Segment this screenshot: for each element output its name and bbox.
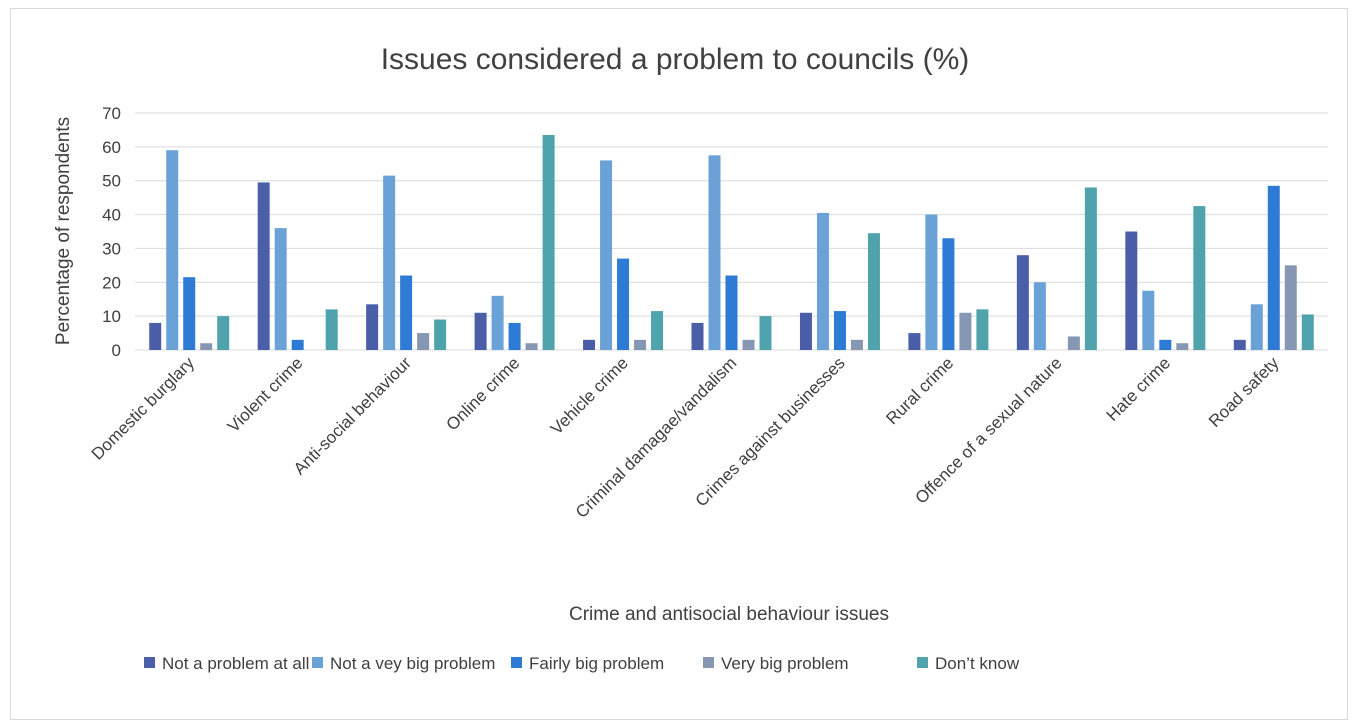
bar — [816, 212, 829, 350]
bar — [1284, 265, 1297, 350]
bar — [274, 228, 287, 350]
bar — [1233, 339, 1246, 350]
bar — [1267, 185, 1280, 350]
bar — [325, 309, 338, 350]
legend-swatch — [312, 657, 323, 668]
bar — [833, 311, 846, 350]
bar — [959, 312, 972, 350]
bar — [434, 319, 447, 350]
x-tick-label: Violent crime — [224, 353, 307, 436]
legend-item: Not a vey big problem — [312, 654, 495, 673]
bar — [908, 333, 921, 350]
legend-item: Not a problem at all — [144, 654, 309, 673]
legend-item: Very big problem — [703, 654, 849, 673]
bar — [1193, 206, 1206, 350]
bar — [525, 343, 538, 350]
bar — [1250, 304, 1263, 350]
legend-label: Not a problem at all — [162, 654, 309, 673]
category-labels: Domestic burglary Violent crimeAnti-socia… — [88, 353, 1283, 522]
bar — [383, 175, 396, 350]
bar — [1176, 343, 1189, 350]
bar — [600, 160, 613, 350]
bar — [291, 339, 304, 350]
bar — [1084, 187, 1097, 350]
bar — [1033, 282, 1046, 350]
bar — [925, 214, 938, 350]
bar — [1142, 290, 1155, 350]
bar — [976, 309, 989, 350]
bar — [491, 295, 504, 350]
y-tick-label: 40 — [102, 206, 121, 225]
x-tick-label: Domestic burglary — [88, 353, 199, 464]
y-tick-label: 0 — [112, 341, 121, 360]
y-tick-label: 30 — [102, 239, 121, 258]
bar — [725, 275, 738, 350]
bars — [149, 135, 1314, 350]
x-tick-label: Road safety — [1205, 353, 1283, 431]
x-tick-label: Vehicle crime — [547, 353, 632, 438]
y-tick-label: 70 — [102, 104, 121, 123]
bar — [1067, 336, 1080, 350]
bar — [850, 339, 863, 350]
x-axis-title: Crime and antisocial behaviour issues — [569, 604, 889, 625]
bar — [417, 333, 430, 350]
bar — [691, 322, 704, 350]
bar — [708, 155, 721, 350]
y-axis-title: Percentage of respondents — [53, 117, 74, 345]
legend-swatch — [144, 657, 155, 668]
bar — [149, 322, 162, 350]
y-tick-labels: 0 10 20 30 40 50 60 70 — [102, 104, 121, 360]
x-tick-label: Hate crime — [1103, 353, 1175, 425]
bar — [474, 312, 487, 350]
bar — [166, 150, 179, 350]
legend-swatch — [511, 657, 522, 668]
bar — [1016, 255, 1029, 350]
x-tick-label: Anti-social behaviour — [290, 353, 415, 478]
bar — [257, 182, 270, 350]
legend-swatch — [703, 657, 714, 668]
y-tick-label: 60 — [102, 138, 121, 157]
chart-title: Issues considered a problem to councils … — [381, 43, 970, 76]
bar — [366, 304, 379, 350]
y-tick-label: 50 — [102, 172, 121, 191]
bar — [217, 316, 230, 350]
bar — [542, 135, 555, 350]
legend: Not a problem at all Not a vey big proble… — [144, 654, 1020, 673]
bar — [183, 277, 196, 350]
bar — [583, 339, 596, 350]
bar — [867, 233, 880, 350]
bar — [942, 238, 955, 350]
legend-label: Don’t know — [935, 654, 1020, 673]
legend-item: Fairly big problem — [511, 654, 664, 673]
bar — [200, 343, 213, 350]
bar-chart: Issues considered a problem to councils … — [53, 43, 1328, 673]
legend-label: Not a vey big problem — [330, 654, 495, 673]
bar — [799, 312, 812, 350]
x-tick-label: Rural crime — [882, 353, 957, 428]
bar — [759, 316, 772, 350]
bar — [508, 322, 521, 350]
y-tick-label: 20 — [102, 273, 121, 292]
legend-label: Fairly big problem — [529, 654, 664, 673]
legend-label: Very big problem — [721, 654, 849, 673]
bar — [651, 311, 664, 350]
y-tick-label: 10 — [102, 307, 121, 326]
bar — [1159, 339, 1172, 350]
bar — [617, 258, 630, 350]
bar — [742, 339, 755, 350]
bar — [400, 275, 413, 350]
bar — [1301, 314, 1314, 350]
x-tick-label: Online crime — [443, 353, 524, 434]
bar — [1125, 231, 1138, 350]
bar — [634, 339, 647, 350]
legend-item: Don’t know — [917, 654, 1020, 673]
chart-frame: Issues considered a problem to councils … — [10, 8, 1348, 720]
legend-swatch — [917, 657, 928, 668]
